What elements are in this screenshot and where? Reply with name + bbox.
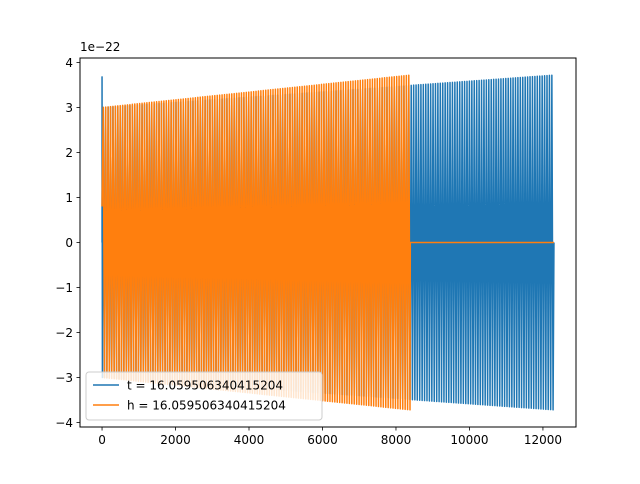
y-tick-label: −3	[55, 371, 73, 385]
y-tick-label: −1	[55, 281, 73, 295]
legend-box	[85, 371, 323, 421]
y-axis: −4 −3 −2 −1 0 1 2 3 4	[55, 56, 80, 430]
y-tick-label: 2	[65, 146, 73, 160]
x-axis: 0 2000 4000 6000 8000 10000 12000	[98, 427, 562, 447]
y-tick-label: 3	[65, 101, 73, 115]
legend-label: t = 16.059506340415204	[127, 379, 283, 393]
x-tick-label: 0	[98, 433, 106, 447]
legend-label: h = 16.059506340415204	[127, 399, 286, 413]
y-tick-label: −2	[55, 326, 73, 340]
y-tick-label: 1	[65, 191, 73, 205]
x-tick-label: 2000	[160, 433, 191, 447]
x-tick-label: 6000	[307, 433, 338, 447]
x-tick-label: 4000	[234, 433, 265, 447]
legend: t = 16.059506340415204 h = 16.05950634041…	[85, 371, 323, 421]
x-tick-label: 8000	[381, 433, 412, 447]
y-tick-label: 0	[65, 236, 73, 250]
x-tick-label: 12000	[524, 433, 562, 447]
y-tick-label: 4	[65, 56, 73, 70]
x-tick-label: 10000	[450, 433, 488, 447]
y-tick-label: −4	[55, 416, 73, 430]
y-scale-label: 1e−22	[80, 40, 120, 54]
